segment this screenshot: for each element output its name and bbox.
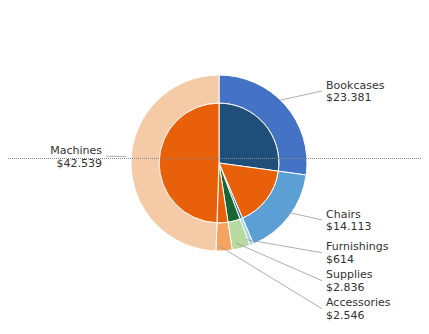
svg-text:Machines$42.539: Machines$42.539 [50,144,102,170]
svg-text:Furnishings$614: Furnishings$614 [326,240,389,266]
svg-text:Accessories$2.546: Accessories$2.546 [326,296,391,322]
svg-text:Supplies$2.836: Supplies$2.836 [326,268,373,294]
svg-text:Chairs$14.113: Chairs$14.113 [326,208,372,234]
svg-text:Bookcases$23.381: Bookcases$23.381 [326,79,385,105]
